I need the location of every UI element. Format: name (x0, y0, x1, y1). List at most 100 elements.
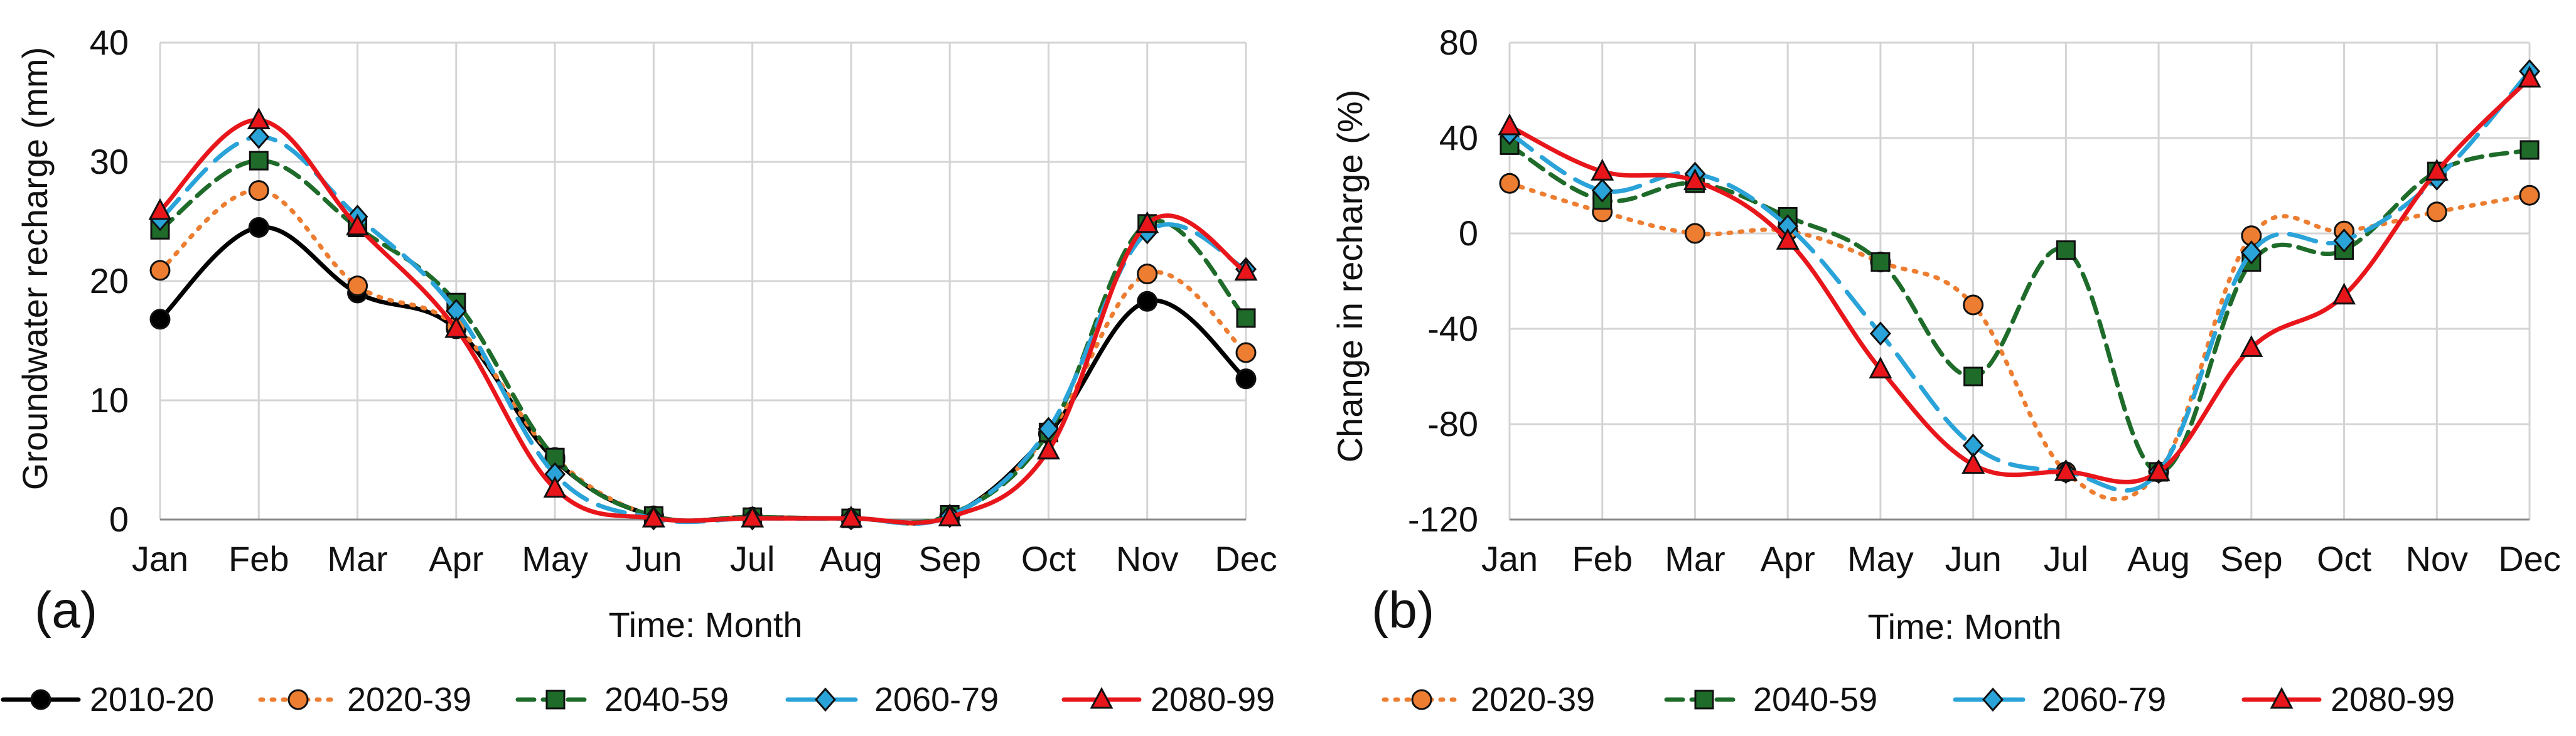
data-point (148, 198, 172, 220)
x-tick-label: Jan (132, 539, 188, 579)
data-point (1963, 294, 1984, 316)
y-tick-label: 20 (90, 261, 129, 301)
data-point (1235, 368, 1257, 390)
series-2080-99 (1498, 65, 2541, 484)
data-point (938, 504, 962, 526)
chart-b-y-ticks: -120 -80 -40 0 40 80 (1408, 23, 1478, 539)
legend-marker (1982, 687, 2004, 712)
x-tick-label: Dec (2498, 539, 2561, 579)
legend-marker (2270, 686, 2294, 709)
data-point (1684, 223, 1705, 244)
series-line (158, 117, 1248, 525)
x-tick-label: Oct (2317, 539, 2372, 579)
legend-item-2080-99: 2080-99 (1061, 681, 1275, 718)
x-tick-label: Jul (730, 539, 775, 579)
data-point (149, 309, 171, 330)
x-tick-label: Aug (2127, 539, 2190, 579)
data-point (2054, 459, 2078, 481)
chart-b-legend: 2020-39 2040-59 2060-79 2080-99 (1382, 681, 2455, 718)
legend-label: 2020-39 (1471, 681, 1595, 718)
legend-label: 2040-59 (1753, 681, 1877, 718)
y-tick-label: -80 (1427, 404, 1478, 444)
legend-label: 2060-79 (874, 681, 999, 718)
y-tick-label: 0 (1459, 213, 1478, 253)
y-tick-label: 10 (90, 380, 129, 420)
data-point (1135, 211, 1159, 233)
legend-item-2040-59: 2040-59 (1664, 681, 1877, 718)
data-point (839, 505, 863, 528)
legend-label: 2040-59 (604, 681, 729, 718)
data-point (347, 275, 368, 297)
x-tick-label: Sep (918, 539, 981, 579)
legend-marker (30, 689, 51, 710)
series-line (158, 158, 1248, 525)
x-tick-label: Aug (820, 539, 883, 579)
legend-item-2080-99: 2080-99 (2241, 681, 2455, 718)
data-point (1499, 173, 1520, 194)
data-point (2240, 240, 2262, 265)
data-point (1137, 291, 1158, 312)
data-point (2426, 201, 2447, 223)
chart-a-x-ticks: Jan Feb Mar Apr May Jun Jul Aug Sep Oct Nov Dec (132, 539, 1277, 579)
data-point (248, 217, 269, 238)
series-line (1507, 69, 2532, 493)
legend-marker (1090, 686, 1114, 709)
series-line (158, 134, 1248, 526)
legend-item-2060-79: 2060-79 (785, 681, 999, 718)
x-tick-label: Jul (2044, 539, 2089, 579)
data-point (1036, 437, 1060, 460)
legend-item-2040-59: 2040-59 (515, 681, 729, 718)
data-point (1683, 168, 1707, 190)
data-point (2425, 159, 2449, 181)
chart-b-x-ticks: Jan Feb Mar Apr May Jun Jul Aug Sep Oct Nov Dec (1481, 539, 2561, 579)
series-2060-79 (149, 124, 1257, 531)
data-point (1591, 159, 1614, 181)
x-tick-label: Feb (228, 539, 289, 579)
data-point (543, 476, 567, 498)
legend-marker (545, 690, 566, 710)
legend-marker (1411, 689, 1432, 710)
y-tick-label: 80 (1439, 23, 1478, 62)
data-point (149, 260, 171, 281)
data-point (1236, 308, 1256, 328)
legend-label: 2060-79 (2042, 681, 2166, 718)
legend-marker (814, 687, 837, 712)
chart-a-y-axis-label: Groundwater recharge (mm) (15, 47, 55, 490)
data-point (641, 505, 665, 528)
series-2010-20 (149, 217, 1257, 529)
data-point (2520, 140, 2540, 160)
chart-b-gridlines (1508, 41, 2531, 521)
x-tick-label: Oct (1021, 539, 1076, 579)
chart-panel-a: 0 10 20 30 40 Jan Feb Mar Apr May Jun Jul Aug Sep Oct… (1, 23, 1277, 718)
chart-panel-b: -120 -80 -40 0 40 80 Jan Feb Mar Apr May Jun Jul Aug… (1330, 23, 2561, 718)
series-line (1507, 142, 2532, 474)
chart-b-series (1498, 59, 2541, 502)
data-point (1137, 264, 1158, 285)
x-tick-label: Dec (1215, 539, 1277, 579)
x-tick-label: Feb (1572, 539, 1633, 579)
chart-a-y-ticks: 0 10 20 30 40 (90, 23, 129, 539)
legend-item-2020-39: 2020-39 (258, 681, 471, 718)
legend-marker (287, 689, 309, 710)
chart-a-x-axis-label: Time: Month (608, 605, 802, 644)
legend-label: 2080-99 (2331, 681, 2455, 718)
chart-b-x-axis-label: Time: Month (1867, 607, 2061, 646)
x-tick-label: Nov (2405, 539, 2468, 579)
data-point (247, 107, 271, 129)
legend-label: 2020-39 (347, 681, 471, 718)
chart-a-gridlines (159, 41, 1247, 521)
chart-b-y-axis-label: Change in recharge (%) (1330, 90, 1370, 463)
data-point (346, 213, 370, 236)
x-tick-label: May (522, 539, 588, 579)
chart-a-panel-label: (a) (35, 582, 97, 639)
x-tick-label: Nov (1116, 539, 1179, 579)
data-point (2519, 184, 2540, 206)
data-point (1235, 342, 1257, 363)
x-tick-label: Apr (1761, 539, 1815, 579)
y-tick-label: 40 (1439, 118, 1478, 157)
legend-marker (1694, 690, 1714, 710)
series-2080-99 (148, 107, 1258, 528)
legend-item-2010-20: 2010-20 (1, 681, 214, 718)
legend-label: 2080-99 (1151, 681, 1275, 718)
